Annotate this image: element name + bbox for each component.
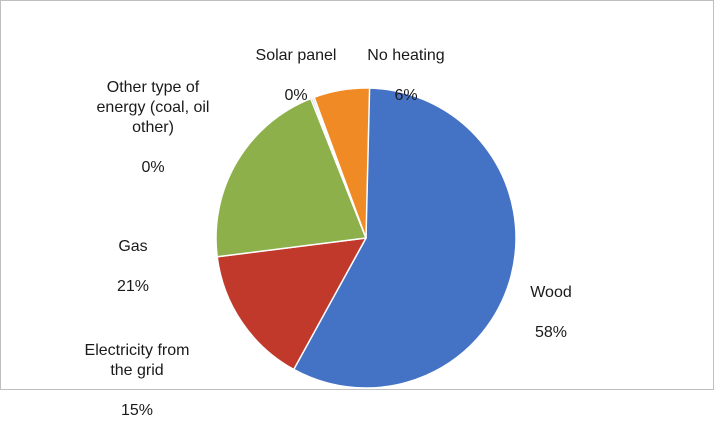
slice-name-wood: Wood — [530, 284, 572, 301]
slice-pct-gas: 21% — [116, 278, 150, 295]
slice-label-electricity: Electricity from the grid 15% — [57, 321, 217, 421]
slice-label-no-heating: No heating 6% — [351, 26, 461, 106]
pie-slice-gas — [215, 97, 367, 258]
slice-pct-solar: 0% — [284, 87, 308, 104]
slice-name-no-heating: No heating — [367, 47, 445, 64]
slice-label-gas: Gas 21% — [93, 217, 173, 297]
slice-name-solar: Solar panel — [255, 47, 337, 64]
slice-name-gas: Gas — [118, 238, 148, 255]
slice-pct-other-energy: 0% — [141, 159, 165, 176]
slice-label-other-energy: Other type of energy (coal, oil other) 0… — [63, 58, 243, 178]
slice-pct-wood: 58% — [534, 324, 568, 341]
slice-pct-electricity: 15% — [120, 402, 154, 419]
pie-chart — [215, 87, 517, 389]
slice-label-wood: Wood 58% — [501, 263, 601, 343]
slice-label-solar: Solar panel 0% — [231, 26, 361, 106]
pie-slice-electricity — [216, 237, 367, 371]
pie-slice-no-heating — [313, 87, 371, 239]
slice-name-other-energy: Other type of energy (coal, oil other) — [96, 79, 210, 136]
slice-name-electricity: Electricity from the grid — [84, 342, 190, 379]
slice-pct-no-heating: 6% — [394, 87, 418, 104]
pie-slice-wood — [292, 87, 517, 389]
